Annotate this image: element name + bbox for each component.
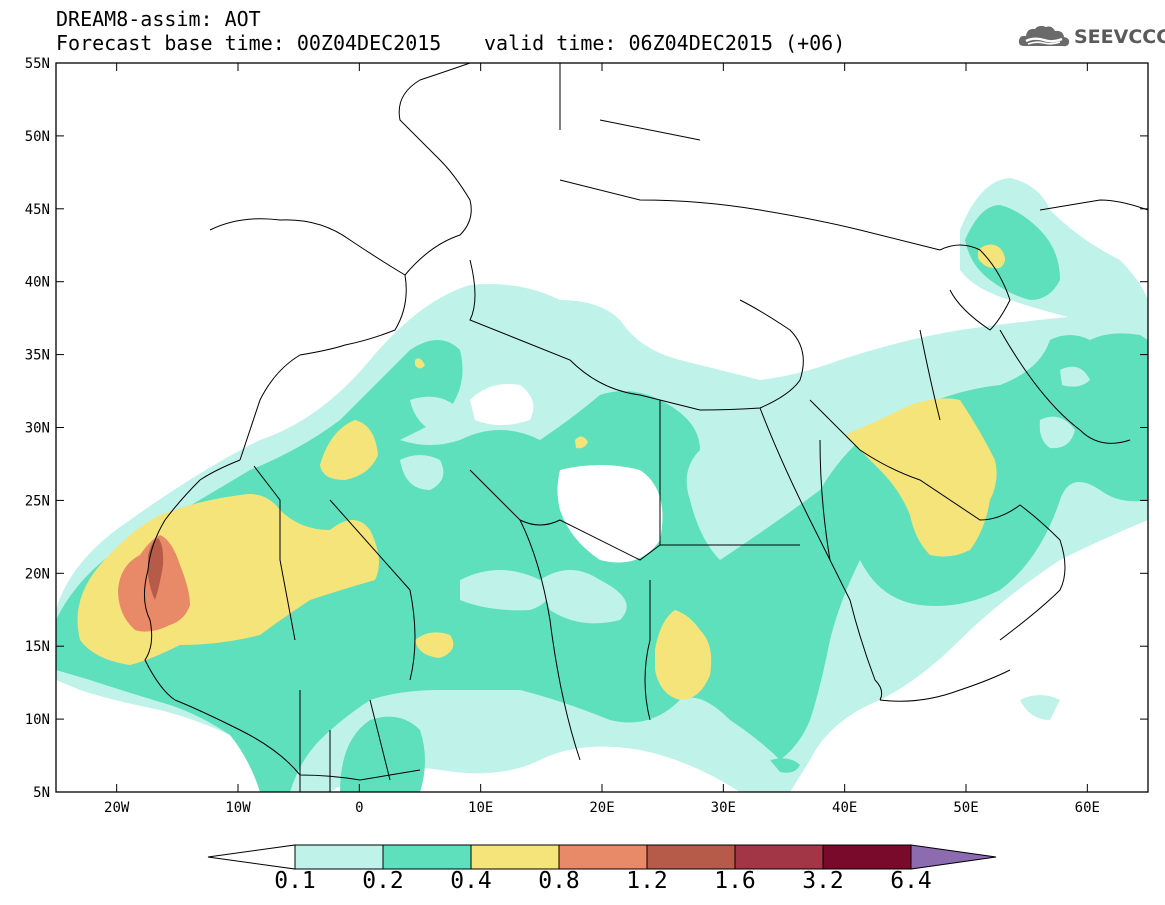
aot-below-0.1-patches [470,384,663,563]
lat-tick-label: 40N [25,275,50,291]
lon-tick-label: 20E [589,800,614,816]
lon-tick-label: 0 [355,800,363,816]
lon-tick-label: 30E [711,800,736,816]
colorbar-under-arrow [207,844,296,870]
colorbar-swatch-0.1 [294,844,384,870]
colorbar-swatch-1.2 [646,844,736,870]
lon-tick-label: 50E [953,800,978,816]
lon-tick-label: 40E [832,800,857,816]
lat-tick-label: 25N [25,493,50,509]
colorbar-over-arrow [910,844,997,870]
colorbar-label-0.1: 0.1 [274,868,316,894]
colorbar-swatch-0.2 [382,844,472,870]
lat-tick-label: 50N [25,129,50,145]
colorbar-swatch-0.8 [558,844,648,870]
colorbar-label-1.2: 1.2 [626,868,668,894]
lat-tick-label: 30N [25,421,50,437]
colorbar-swatch-0.4 [470,844,560,870]
cloud-icon [1018,25,1070,47]
colorbar-label-3.2: 3.2 [802,868,844,894]
valid-time: valid time: 06Z04DEC2015 (+06) [484,31,846,55]
colorbar-label-0.2: 0.2 [362,868,404,894]
lon-tick-label: 10W [225,800,251,816]
lat-tick-label: 35N [25,348,50,364]
lon-tick-label: 60E [1075,800,1100,816]
lon-tick-label: 20W [104,800,130,816]
colorbar-swatch-1.6 [734,844,824,870]
lat-tick-label: 15N [25,639,50,655]
longitude-axis: 20W 10W 0 10E 20E 30E 40E 50E 60E [104,63,1100,816]
lat-tick-label: 5N [33,785,50,801]
colorbar [207,844,997,870]
aot-field [56,178,1148,792]
colorbar-swatch-3.2 [822,844,912,870]
colorbar-label-0.8: 0.8 [538,868,580,894]
forecast-base-time: Forecast base time: 00Z04DEC2015 [56,31,442,55]
lat-tick-label: 20N [25,566,50,582]
colorbar-label-6.4: 6.4 [890,868,932,894]
colorbar-label-0.4: 0.4 [450,868,492,894]
aot-level-1.2 [148,538,164,600]
lat-tick-label: 55N [25,56,50,72]
coastlines [144,63,1148,792]
seevccc-logo: SEEVCCC [1018,24,1165,50]
lat-tick-label: 10N [25,712,50,728]
map-title: DREAM8-assim: AOT [56,7,261,31]
lon-tick-label: 10E [468,800,493,816]
colorbar-label-1.6: 1.6 [714,868,756,894]
logo-text: SEEVCCC [1074,26,1165,48]
latitude-axis: 5N 10N 15N 20N 25N 30N 35N 40N 45N 50N 55N [25,56,1148,801]
aot-level-0.1-patches [400,366,1090,624]
lat-tick-label: 45N [25,202,50,218]
